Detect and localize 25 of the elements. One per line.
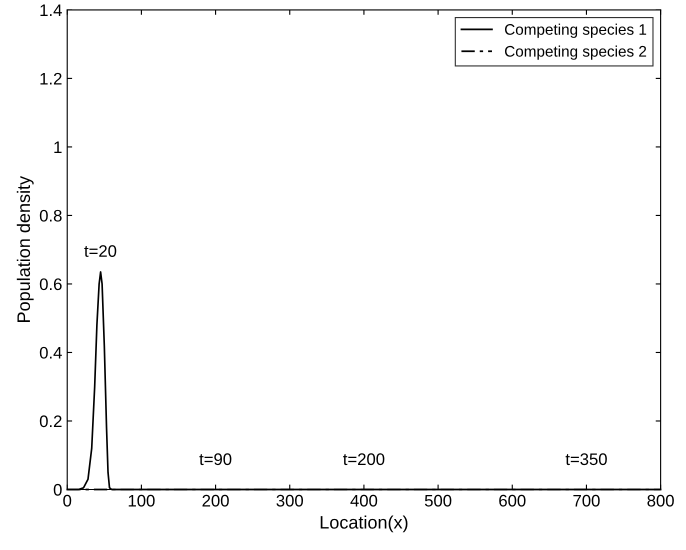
- x-tick-label: 700: [573, 494, 600, 507]
- legend-label: Competing species 2: [504, 46, 646, 60]
- x-tick-label: 300: [276, 494, 304, 507]
- y-axis-title: Population density: [16, 176, 34, 322]
- y-tick-label: 0: [54, 484, 62, 496]
- y-tick-label: 0.4: [40, 346, 62, 359]
- x-axis-title: Location(x): [320, 515, 408, 532]
- y-tick-label: 1: [54, 142, 62, 153]
- x-tick-label: 800: [647, 494, 674, 507]
- y-tick-label: 0.6: [40, 278, 62, 290]
- x-tick-label: 200: [202, 494, 229, 507]
- y-tick-label: 1.2: [40, 72, 62, 84]
- annotation: t=350: [566, 453, 607, 466]
- annotation: t=200: [343, 453, 384, 466]
- x-tick-label: 400: [350, 494, 378, 507]
- y-tick-label: 1.4: [40, 4, 62, 16]
- legend-label: Competing species 1: [504, 24, 646, 38]
- y-tick-label: 0.8: [40, 210, 62, 222]
- annotation: t=90: [199, 453, 232, 466]
- x-tick-label: 500: [424, 494, 452, 507]
- y-tick-label: 0.2: [40, 415, 62, 428]
- x-tick-label: 0: [63, 494, 72, 507]
- x-tick-label: 600: [499, 494, 526, 507]
- x-tick-label: 100: [128, 494, 155, 507]
- annotation: t=20: [84, 245, 116, 257]
